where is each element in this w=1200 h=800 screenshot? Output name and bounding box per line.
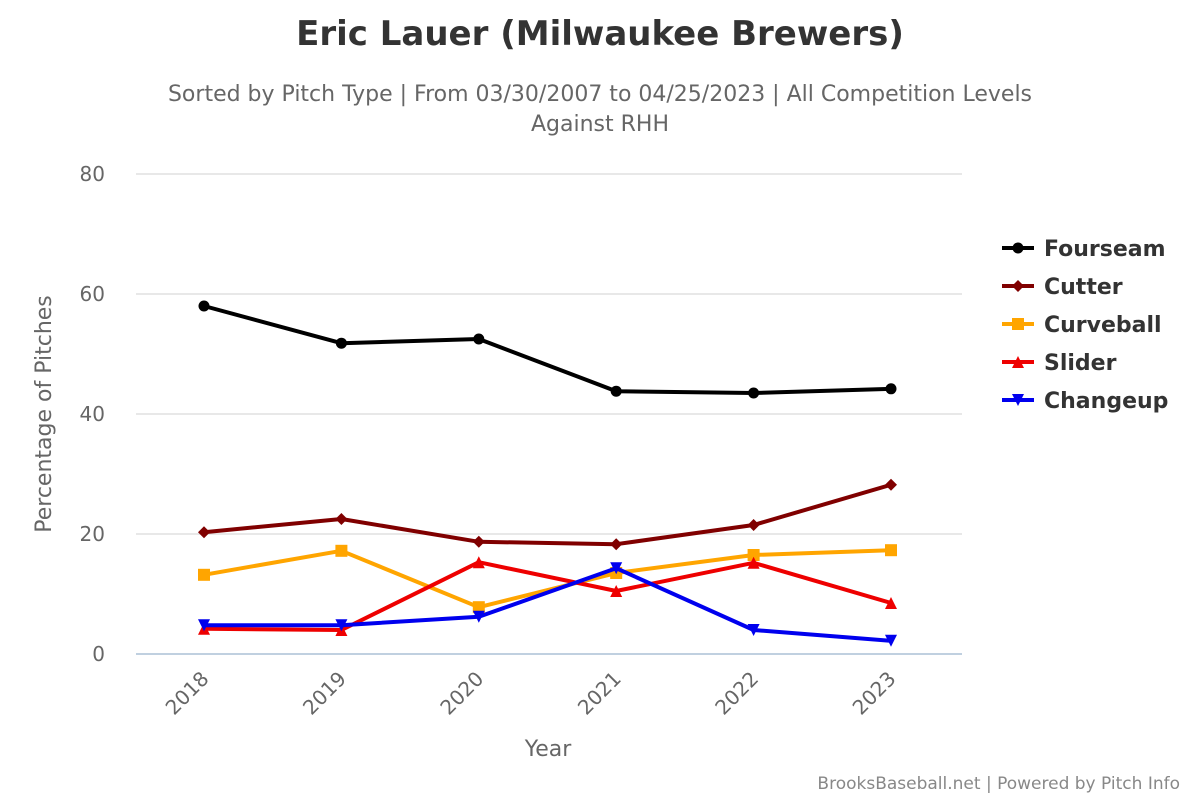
data-point-cutter xyxy=(885,478,897,491)
credit-text[interactable]: BrooksBaseball.net | Powered by Pitch In… xyxy=(817,774,1180,794)
x-tick-label: 2023 xyxy=(848,667,901,720)
legend-marker xyxy=(1012,394,1024,406)
y-axis-label: Percentage of Pitches xyxy=(32,295,57,533)
y-tick-label: 20 xyxy=(80,522,105,546)
data-point-fourseam xyxy=(198,300,210,312)
data-point-slider xyxy=(472,556,485,569)
data-point-changeup xyxy=(610,562,623,575)
chart-subtitle-2: Against RHH xyxy=(530,112,669,137)
legend-marker xyxy=(1012,318,1024,330)
data-point-curveball xyxy=(472,601,485,614)
chart-title: Eric Lauer (Milwaukee Brewers) xyxy=(296,14,904,54)
data-point-changeup xyxy=(472,610,485,623)
series-line-curveball xyxy=(203,548,892,610)
data-point-fourseam xyxy=(473,333,485,345)
x-tick-label: 2022 xyxy=(710,667,763,720)
legend-item-curveball[interactable]: Curveball xyxy=(1044,313,1162,338)
data-point-slider xyxy=(885,597,897,609)
data-point-fourseam xyxy=(748,387,760,399)
series-line-changeup xyxy=(204,566,892,643)
y-tick-label: 0 xyxy=(92,642,105,666)
data-point-cutter xyxy=(335,513,348,525)
y-tick-label: 80 xyxy=(80,162,105,186)
data-point-cutter xyxy=(747,519,760,531)
legend-marker xyxy=(1012,280,1024,292)
data-point-cutter xyxy=(610,538,623,551)
data-point-cutter xyxy=(198,526,210,539)
data-point-fourseam xyxy=(335,337,347,349)
legend-item-fourseam[interactable]: Fourseam xyxy=(1044,237,1166,262)
y-tick-label: 40 xyxy=(80,402,105,426)
chart-subtitle: Sorted by Pitch Type | From 03/30/2007 t… xyxy=(167,82,1033,107)
series-line-fourseam xyxy=(203,304,892,395)
x-tick-label: 2020 xyxy=(435,667,488,720)
data-point-curveball xyxy=(885,544,897,557)
data-point-changeup xyxy=(885,634,897,647)
x-tick-label: 2021 xyxy=(573,667,626,720)
series-line-slider xyxy=(203,560,892,632)
data-point-changeup xyxy=(198,619,210,632)
data-point-fourseam xyxy=(885,383,897,395)
x-tick-label: 2018 xyxy=(161,667,214,720)
data-point-cutter xyxy=(472,535,485,548)
data-point-curveball xyxy=(335,544,348,557)
data-point-curveball xyxy=(198,568,210,581)
legend-marker xyxy=(1012,242,1024,254)
data-point-changeup xyxy=(335,619,348,632)
x-axis-label: Year xyxy=(524,737,573,762)
y-tick-label: 60 xyxy=(80,282,105,306)
data-point-curveball xyxy=(747,549,760,561)
legend-marker xyxy=(1012,356,1024,368)
data-point-slider xyxy=(747,556,760,569)
x-tick-label: 2019 xyxy=(298,667,351,720)
data-point-fourseam xyxy=(610,385,622,397)
legend-item-slider[interactable]: Slider xyxy=(1044,351,1117,376)
data-point-slider xyxy=(610,585,623,597)
legend-item-cutter[interactable]: Cutter xyxy=(1044,275,1123,300)
legend-item-changeup[interactable]: Changeup xyxy=(1044,389,1168,414)
data-point-changeup xyxy=(747,624,760,636)
series-line-cutter xyxy=(203,482,892,547)
